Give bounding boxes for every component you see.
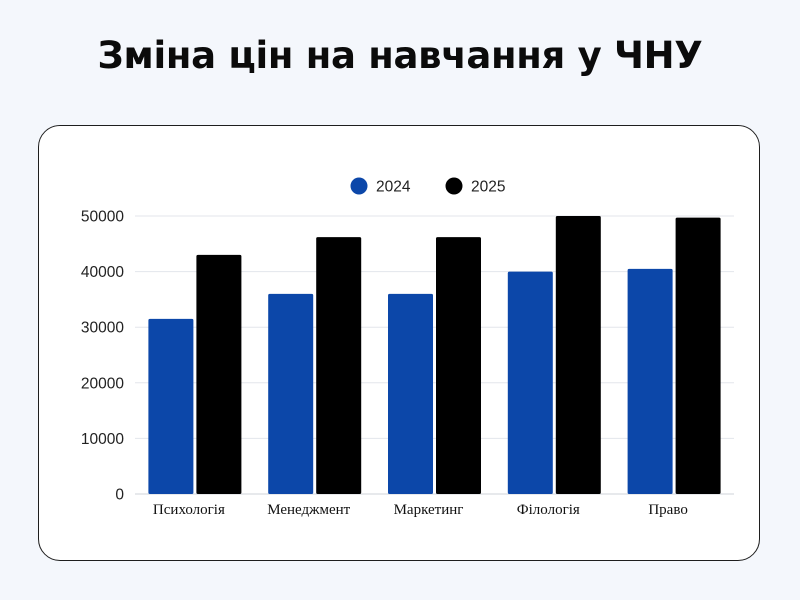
bar-2025-5 [675, 217, 721, 494]
x-category-label: Маркетинг [394, 502, 464, 518]
y-tick-label: 10000 [81, 431, 124, 448]
x-category-label: Право [648, 502, 687, 518]
y-tick-label: 30000 [81, 320, 124, 337]
bar-2024-2 [268, 293, 314, 494]
legend-marker-2024 [350, 177, 368, 195]
page-title: Зміна цін на навчання у ЧНУ [97, 34, 703, 77]
x-category-label: Філологія [517, 502, 580, 518]
bar-2025-4 [555, 216, 601, 494]
bar-2024-4 [507, 271, 553, 494]
legend-label: 2024 [376, 179, 411, 196]
bar-2024-3 [388, 293, 433, 494]
y-tick-label: 20000 [81, 375, 124, 392]
bar-2025-1 [196, 254, 242, 494]
x-category-label: Психологія [153, 502, 225, 518]
legend-marker-2025 [445, 177, 463, 195]
y-tick-label: 40000 [81, 264, 124, 281]
x-category-label: Менеджмент [267, 502, 350, 518]
bar-2025-3 [436, 237, 481, 494]
bar-2024-5 [627, 268, 673, 494]
y-tick-label: 0 [115, 487, 124, 504]
chart-card: 0 10000 20000 30000 40000 50000 Психологія Мене… [38, 125, 760, 561]
legend-label: 2025 [471, 179, 505, 196]
bar-2025-2 [316, 237, 362, 494]
bar-2024-1 [148, 318, 194, 494]
bar-chart: 0 10000 20000 30000 40000 50000 Психологія Мене… [81, 177, 734, 518]
y-tick-label: 50000 [81, 209, 124, 226]
